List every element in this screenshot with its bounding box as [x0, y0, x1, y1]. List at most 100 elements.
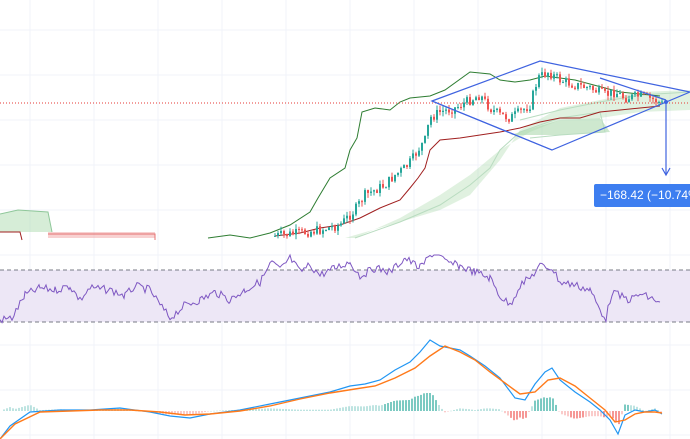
macd-histogram-bar [588, 411, 590, 417]
macd-histogram-bar [426, 393, 428, 411]
macd-histogram-bar [333, 408, 335, 411]
candle [505, 114, 507, 120]
macd-histogram-bar [213, 410, 215, 412]
candle [298, 228, 300, 230]
candle [583, 84, 585, 88]
macd-histogram-bar [33, 406, 35, 411]
macd-histogram-bar [255, 409, 257, 411]
macd-histogram-bar [462, 408, 464, 411]
macd-histogram-bar [372, 405, 374, 411]
macd-histogram-bar [21, 407, 23, 411]
candle [553, 74, 555, 79]
macd-histogram-bar [477, 409, 479, 411]
ichimoku-cloud-fill [48, 232, 155, 238]
candle [532, 90, 534, 110]
candle [433, 116, 435, 120]
candle [613, 89, 615, 98]
candle [313, 231, 315, 234]
macd-histogram-bar [312, 409, 314, 411]
candle [373, 190, 375, 192]
macd-histogram-bar [273, 408, 275, 411]
candle [346, 215, 348, 219]
macd-histogram-bar [492, 408, 494, 411]
candle [295, 228, 297, 235]
candle [469, 97, 471, 105]
candle [565, 78, 567, 83]
macd-histogram-bar [309, 409, 311, 411]
macd-histogram-bar [447, 411, 449, 412]
macd-histogram-bar [489, 408, 491, 411]
macd-histogram-bar [228, 410, 230, 411]
candle [541, 72, 543, 76]
macd-histogram-bar [528, 411, 530, 413]
macd-histogram-bar [660, 411, 662, 412]
candle [475, 97, 477, 101]
macd-histogram-bar [303, 409, 305, 411]
price-range-measure-label[interactable]: −168.42 (−10.74%) [594, 184, 690, 207]
candle [379, 184, 381, 193]
macd-histogram-bar [453, 409, 455, 411]
ichimoku-cloud-fill [510, 118, 610, 135]
candle [637, 92, 639, 97]
macd-histogram-bar [618, 411, 620, 425]
candle [601, 87, 603, 89]
candle [517, 108, 519, 112]
macd-histogram-bar [636, 406, 638, 411]
diamond-pattern-edge[interactable] [599, 77, 667, 101]
macd-histogram-bar [192, 411, 194, 415]
macd-histogram-bar [543, 397, 545, 411]
macd-histogram-bar [417, 395, 419, 411]
candle [502, 112, 504, 115]
macd-histogram-bar [402, 400, 404, 411]
candle [334, 226, 336, 231]
macd-histogram-bar [261, 408, 263, 411]
macd-histogram-bar [594, 411, 596, 417]
macd-histogram-bar [633, 405, 635, 411]
macd-histogram-bar [483, 408, 485, 411]
candle [382, 184, 384, 188]
macd-histogram-bar [381, 405, 383, 411]
macd-histogram-bar [567, 411, 569, 417]
macd-histogram-bar [225, 410, 227, 411]
macd-histogram-bar [375, 405, 377, 411]
macd-histogram-bar [498, 409, 500, 411]
candle [484, 96, 486, 99]
macd-histogram-bar [561, 411, 563, 415]
candle [568, 78, 570, 86]
rsi-line [0, 253, 661, 324]
candle [616, 93, 618, 98]
macd-histogram-bar [459, 408, 461, 411]
candle [634, 92, 636, 95]
macd-histogram-bar [300, 409, 302, 411]
macd-histogram-bar [186, 411, 188, 415]
macd-histogram-bar [360, 406, 362, 411]
macd-histogram-bar [294, 409, 296, 411]
candle [457, 106, 459, 108]
candle [451, 112, 453, 114]
candle [556, 74, 558, 76]
candle [640, 92, 642, 97]
diamond-pattern-edge[interactable] [431, 100, 553, 151]
macd-histogram-bar [534, 400, 536, 411]
candle [544, 72, 546, 77]
macd-histogram-bar [318, 409, 320, 411]
macd-histogram-bar [216, 410, 218, 412]
candle [319, 226, 321, 234]
macd-histogram-bar [597, 411, 599, 417]
candle [460, 106, 462, 108]
macd-histogram-bar [429, 393, 431, 411]
candle [274, 235, 276, 237]
macd-histogram-bar [405, 400, 407, 411]
macd-histogram-bar [363, 406, 365, 411]
measure-anchor-point[interactable] [664, 100, 668, 104]
candle [316, 226, 318, 234]
macd-histogram-bar [327, 409, 329, 411]
macd-histogram-bar [516, 411, 518, 420]
macd-histogram-bar [42, 410, 44, 411]
macd-histogram-bar [30, 405, 32, 411]
macd-histogram-bar [441, 408, 443, 411]
macd-histogram-bar [657, 410, 659, 411]
ichimoku-cloud-fill [0, 210, 52, 232]
